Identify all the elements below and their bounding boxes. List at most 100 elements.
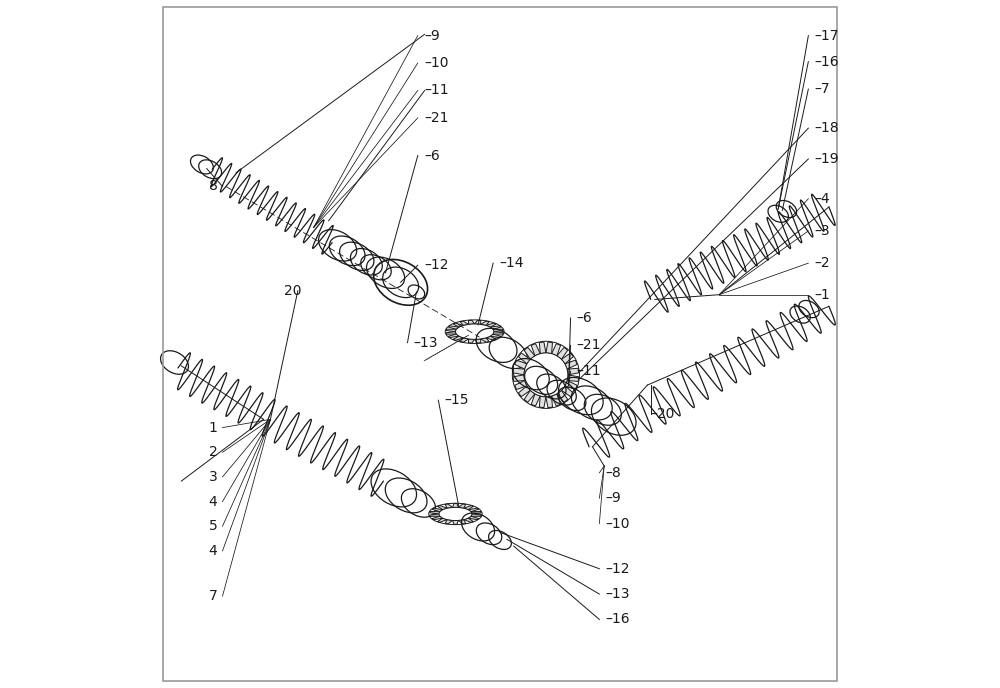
Text: –6: –6 [577,311,592,325]
Polygon shape [561,353,573,364]
Polygon shape [464,506,473,510]
Text: –7: –7 [815,82,830,96]
Text: –17: –17 [815,29,839,43]
Text: –8: –8 [606,466,621,480]
Ellipse shape [455,324,494,339]
Polygon shape [475,320,481,324]
Text: –13: –13 [414,336,438,350]
Polygon shape [453,504,458,508]
Polygon shape [515,360,527,369]
Polygon shape [438,518,447,522]
Polygon shape [524,347,535,359]
Text: 2: 2 [209,445,218,460]
Polygon shape [486,323,496,327]
Polygon shape [552,394,561,406]
Polygon shape [448,334,459,338]
Text: –14: –14 [499,256,524,270]
Polygon shape [460,321,469,325]
Text: 3: 3 [209,470,218,484]
Polygon shape [565,380,577,389]
Polygon shape [539,342,546,354]
Polygon shape [486,336,496,341]
Text: –12: –12 [424,258,448,272]
Text: –16: –16 [606,612,630,627]
Text: –9: –9 [606,491,621,505]
Polygon shape [448,326,459,330]
Polygon shape [557,347,568,359]
Polygon shape [567,368,579,375]
Text: –10: –10 [606,517,630,530]
Polygon shape [490,326,501,330]
Polygon shape [438,506,447,510]
Text: –15: –15 [444,393,469,407]
Polygon shape [513,375,525,381]
Polygon shape [453,520,458,524]
Ellipse shape [439,507,472,521]
Text: –10: –10 [424,56,448,70]
Polygon shape [453,336,463,341]
Text: 4: 4 [209,544,218,558]
Polygon shape [453,323,463,327]
Text: 4: 4 [209,495,218,508]
Text: –6: –6 [424,149,440,162]
Polygon shape [481,321,489,325]
Polygon shape [458,519,466,524]
Polygon shape [546,342,552,354]
Text: –2: –2 [815,256,830,270]
Polygon shape [445,519,453,524]
Polygon shape [515,380,527,389]
Polygon shape [493,329,503,332]
Polygon shape [468,516,479,519]
Polygon shape [567,375,579,381]
Polygon shape [445,504,453,508]
Polygon shape [475,339,481,343]
Polygon shape [458,504,466,508]
Text: –4: –4 [815,192,830,206]
Text: –12: –12 [606,562,630,576]
Polygon shape [552,343,561,356]
Text: 20: 20 [284,283,302,297]
Text: –11: –11 [577,365,601,378]
Polygon shape [531,343,540,356]
Text: 5: 5 [209,519,218,533]
Text: –13: –13 [606,587,630,601]
Text: –9: –9 [424,29,440,43]
Polygon shape [557,390,568,402]
Text: 8: 8 [209,180,218,193]
Polygon shape [490,334,501,338]
Circle shape [524,353,568,397]
Text: –11: –11 [424,83,449,98]
Polygon shape [471,511,481,514]
Polygon shape [460,338,469,342]
Polygon shape [546,396,552,408]
Polygon shape [432,508,443,512]
Text: –21: –21 [577,338,601,352]
Polygon shape [446,332,456,334]
Polygon shape [446,329,456,332]
Text: –3: –3 [815,224,830,238]
Polygon shape [432,516,443,519]
Polygon shape [518,386,530,397]
Polygon shape [513,368,525,375]
Polygon shape [471,514,481,517]
Polygon shape [518,353,530,364]
Polygon shape [524,390,535,402]
Text: –18: –18 [815,121,839,135]
Text: 1: 1 [209,420,218,435]
Text: –1: –1 [815,288,830,301]
Polygon shape [565,360,577,369]
Text: –16: –16 [815,54,839,69]
Polygon shape [468,508,479,512]
Text: –21: –21 [424,111,448,125]
Polygon shape [493,332,503,334]
Polygon shape [531,394,540,406]
Polygon shape [464,518,473,522]
Polygon shape [468,320,475,324]
Polygon shape [561,386,573,397]
Polygon shape [539,396,546,408]
Polygon shape [430,514,440,517]
Text: –19: –19 [815,152,839,166]
Text: 7: 7 [209,589,218,603]
Polygon shape [468,339,475,343]
Text: –20: –20 [650,407,674,421]
